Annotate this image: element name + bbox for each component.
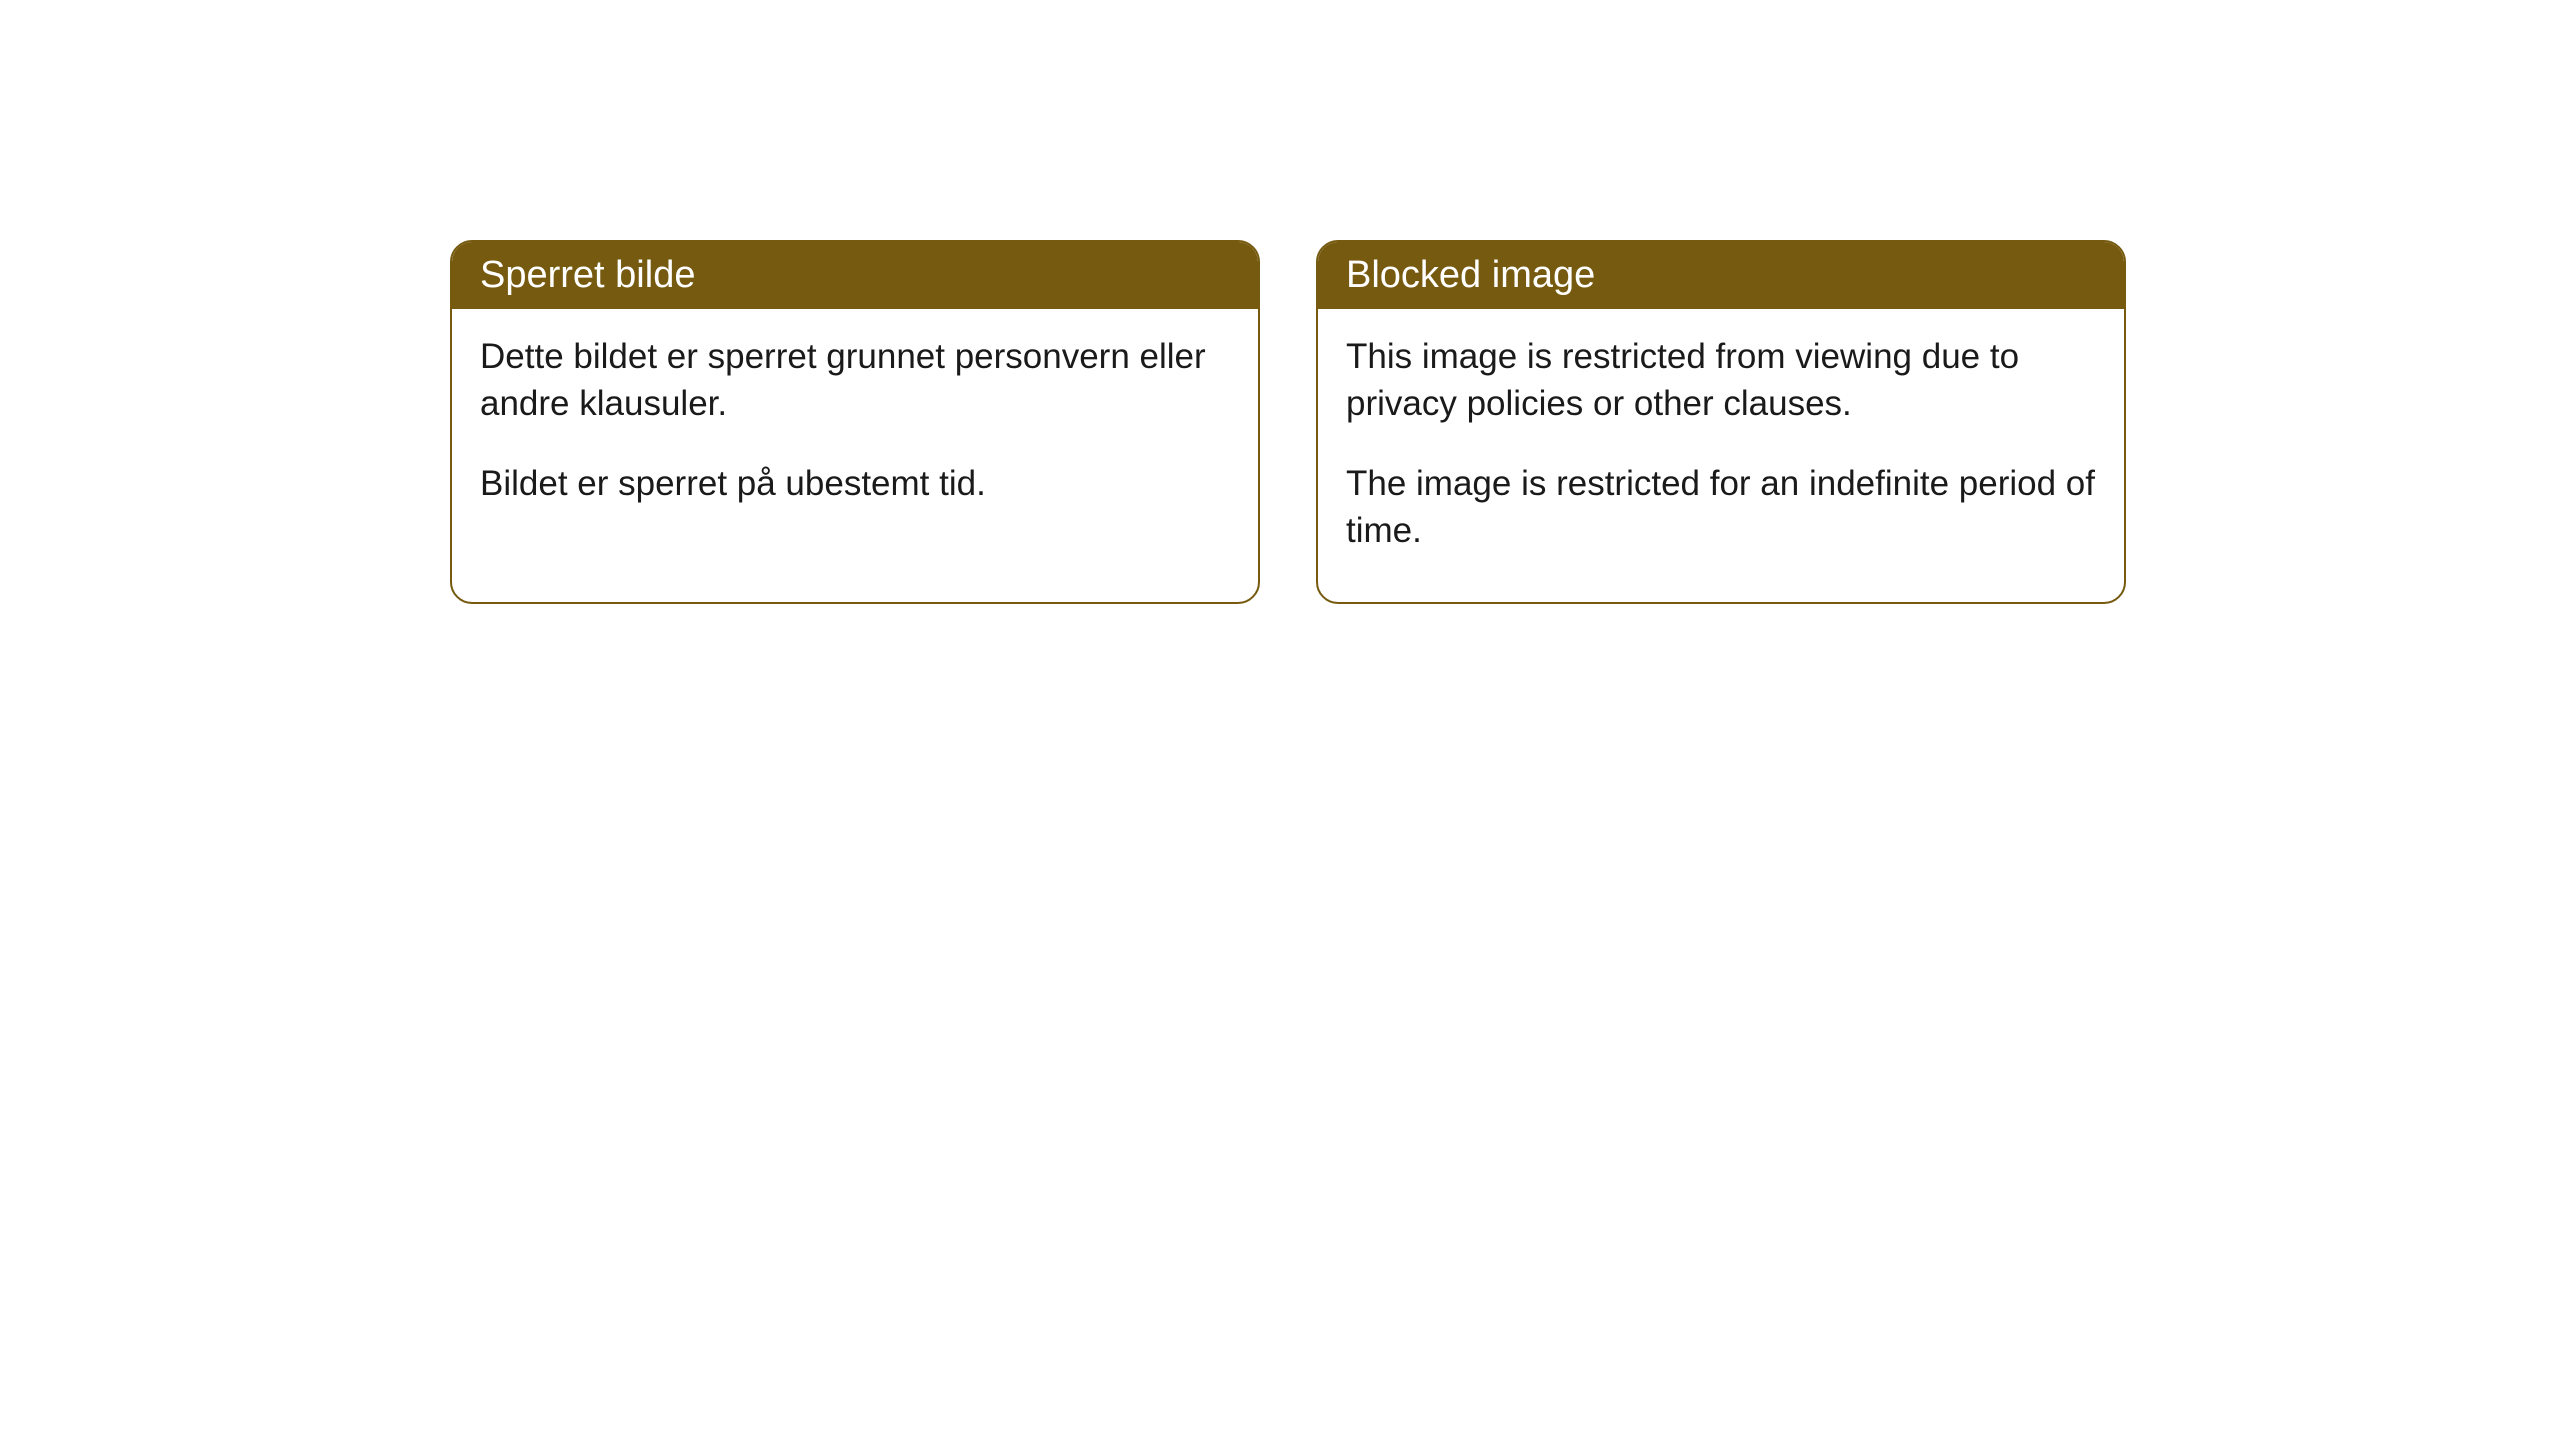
- card-body-norwegian: Dette bildet er sperret grunnet personve…: [452, 309, 1258, 555]
- card-paragraph-2-english: The image is restricted for an indefinit…: [1346, 460, 2096, 555]
- card-title-norwegian: Sperret bilde: [480, 254, 695, 296]
- card-header-norwegian: Sperret bilde: [452, 242, 1258, 309]
- cards-container: Sperret bilde Dette bildet er sperret gr…: [0, 0, 2560, 604]
- card-body-english: This image is restricted from viewing du…: [1318, 309, 2124, 602]
- card-paragraph-2-norwegian: Bildet er sperret på ubestemt tid.: [480, 460, 1230, 507]
- blocked-image-card-norwegian: Sperret bilde Dette bildet er sperret gr…: [450, 240, 1260, 604]
- card-header-english: Blocked image: [1318, 242, 2124, 309]
- card-paragraph-1-english: This image is restricted from viewing du…: [1346, 333, 2096, 428]
- card-title-english: Blocked image: [1346, 254, 1595, 296]
- card-paragraph-1-norwegian: Dette bildet er sperret grunnet personve…: [480, 333, 1230, 428]
- blocked-image-card-english: Blocked image This image is restricted f…: [1316, 240, 2126, 604]
